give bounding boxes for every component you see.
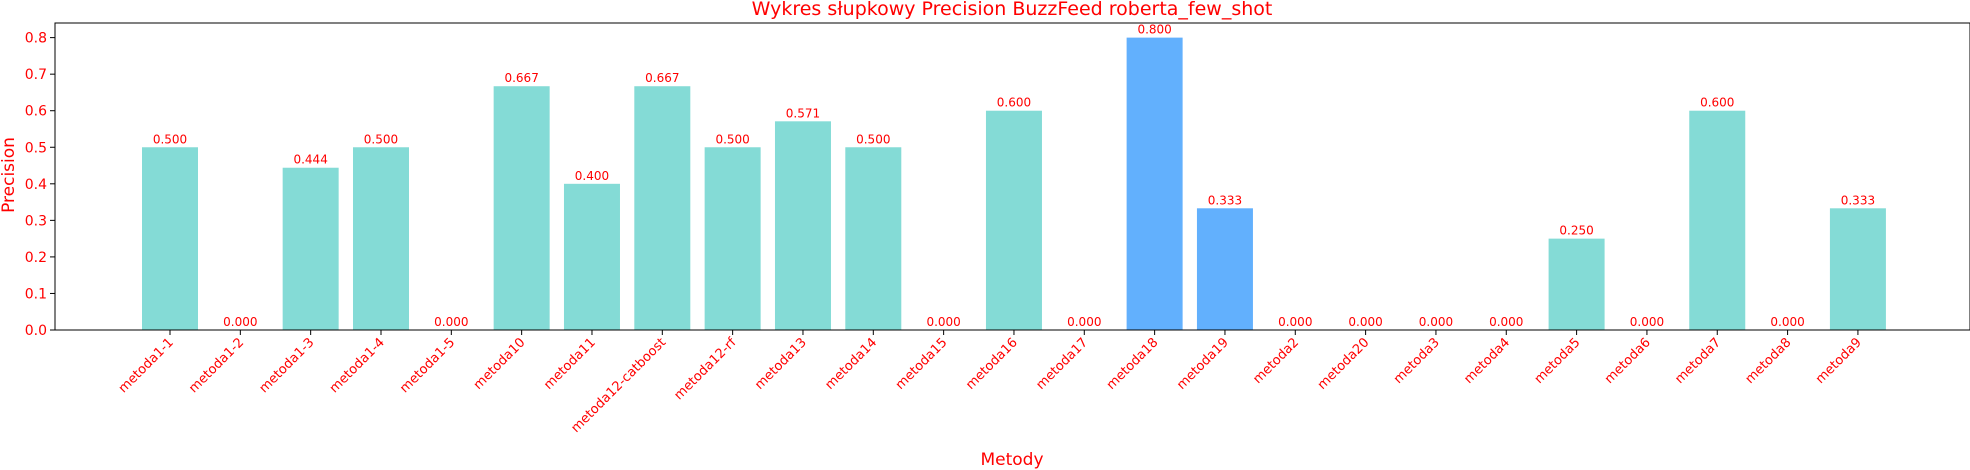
bar-metoda16: [985, 110, 1042, 330]
y-tick-label: 0.7: [25, 67, 47, 83]
bar-metoda7: [1689, 110, 1746, 330]
x-tick-label: metoda9: [1813, 335, 1865, 387]
value-label: 0.600: [1700, 96, 1734, 110]
bar-metoda1-4: [352, 147, 409, 330]
value-label: 0.667: [645, 71, 679, 85]
bar-metoda1-3: [282, 167, 339, 330]
value-label: 0.000: [1278, 315, 1312, 329]
value-label: 0.500: [715, 132, 749, 146]
value-label: 0.333: [1208, 193, 1242, 207]
y-axis-label: Precision: [0, 137, 19, 213]
x-tick-label: metoda1-3: [257, 335, 318, 396]
value-label: 0.000: [1630, 315, 1664, 329]
x-tick-label: metoda12-rf: [672, 335, 740, 403]
chart-title: Wykres słupkowy Precision BuzzFeed rober…: [752, 0, 1273, 20]
x-tick-label: metoda5: [1532, 335, 1584, 387]
value-label: 0.600: [997, 96, 1031, 110]
plot-frame: [54, 22, 1970, 331]
value-label: 0.000: [1348, 315, 1382, 329]
x-tick-label: metoda1-2: [186, 335, 247, 396]
value-label: 0.800: [1137, 23, 1171, 37]
y-axis: 0.0 0.1 0.2 0.3 0.4 0.5 0.6 0.7 0.8: [25, 31, 55, 339]
x-tick-label: metoda1-5: [397, 335, 458, 396]
bar-metoda18: [1126, 37, 1183, 330]
x-tick-label: metoda4: [1461, 335, 1513, 387]
value-label: 0.444: [293, 153, 327, 167]
value-label: 0.667: [504, 71, 538, 85]
y-tick-label: 0.3: [25, 213, 47, 229]
y-tick-label: 0.2: [25, 250, 47, 266]
y-tick-label: 0.6: [25, 104, 47, 120]
x-tick-label: metoda20: [1315, 335, 1373, 393]
value-label: 0.500: [153, 132, 187, 146]
y-tick-label: 0.8: [25, 31, 47, 47]
bars-group: [142, 37, 1886, 330]
x-tick-label: metoda1-4: [327, 335, 388, 396]
value-label: 0.000: [434, 315, 468, 329]
x-tick-label: metoda15: [893, 335, 951, 393]
bar-metoda5: [1548, 238, 1605, 330]
x-axis-label: Metody: [980, 450, 1043, 470]
value-label: 0.000: [1770, 315, 1804, 329]
value-label: 0.500: [856, 132, 890, 146]
bar-metoda14: [845, 147, 902, 330]
y-tick-label: 0.4: [25, 177, 47, 193]
value-label: 0.000: [1067, 315, 1101, 329]
x-tick-label: metoda16: [963, 335, 1021, 393]
bar-metoda12-catboost: [634, 86, 691, 330]
x-tick-label: metoda3: [1391, 335, 1443, 387]
x-axis: metoda1-1 metoda1-2 metoda1-3 metoda1-4 meto…: [116, 330, 1865, 436]
y-tick-label: 0.5: [25, 140, 47, 156]
bar-metoda19: [1196, 208, 1253, 330]
bar-metoda11: [563, 183, 620, 330]
x-tick-label: metoda8: [1743, 335, 1795, 387]
value-label: 0.250: [1559, 224, 1593, 238]
x-tick-label: metoda14: [823, 335, 881, 393]
value-label: 0.571: [786, 106, 820, 120]
value-labels-group: 0.500 0.000 0.444 0.500 0.000 0.667 0.400 0.667…: [153, 23, 1875, 329]
value-label: 0.000: [223, 315, 257, 329]
y-tick-label: 0.1: [25, 286, 47, 302]
value-label: 0.500: [364, 132, 398, 146]
value-label: 0.333: [1841, 193, 1875, 207]
bar-metoda13: [774, 121, 831, 330]
x-tick-label: metoda19: [1174, 335, 1232, 393]
value-label: 0.400: [575, 169, 609, 183]
bar-metoda12-rf: [704, 147, 761, 330]
x-tick-label: metoda10: [471, 335, 529, 393]
value-label: 0.000: [926, 315, 960, 329]
bar-metoda9: [1829, 208, 1886, 330]
x-tick-label: metoda7: [1672, 335, 1724, 387]
bar-metoda1-1: [142, 147, 198, 330]
y-tick-label: 0.0: [25, 323, 47, 339]
bar-metoda10: [493, 86, 550, 330]
value-label: 0.000: [1419, 315, 1453, 329]
x-tick-label: metoda17: [1034, 335, 1092, 393]
x-tick-label: metoda6: [1602, 335, 1654, 387]
x-tick-label: metoda1-1: [116, 335, 177, 396]
x-tick-label: metoda2: [1250, 335, 1302, 387]
value-label: 0.000: [1489, 315, 1523, 329]
x-tick-label: metoda13: [752, 335, 810, 393]
x-tick-label: metoda18: [1104, 335, 1162, 393]
x-tick-label: metoda11: [541, 335, 599, 393]
